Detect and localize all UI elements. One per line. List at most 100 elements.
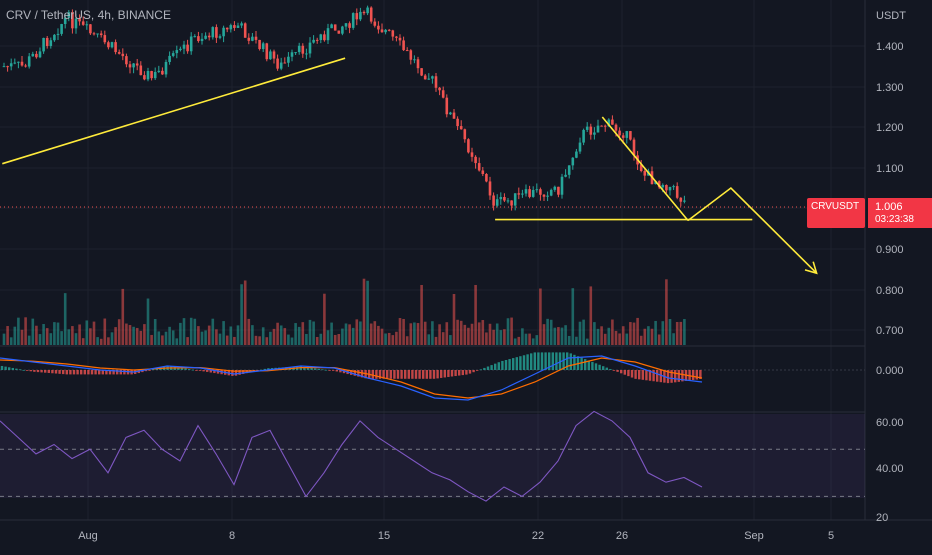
candle-body bbox=[535, 189, 539, 191]
volume-bar bbox=[265, 337, 269, 345]
volume-bar bbox=[103, 318, 107, 345]
volume-bar bbox=[621, 326, 625, 345]
volume-bar bbox=[485, 332, 488, 345]
ascending-trendline bbox=[2, 57, 346, 165]
candle-body bbox=[53, 34, 56, 41]
volume-bar bbox=[413, 322, 416, 345]
volume-bar bbox=[629, 322, 632, 345]
candle-body bbox=[369, 7, 373, 22]
volume-bar bbox=[150, 334, 153, 345]
volume-bar bbox=[92, 321, 96, 345]
macd-histogram-bar bbox=[231, 370, 234, 376]
candle-body bbox=[207, 35, 211, 38]
macd-line bbox=[0, 355, 703, 401]
macd-histogram-bar bbox=[191, 369, 194, 371]
macd-histogram-bar bbox=[184, 368, 187, 370]
macd-histogram-bar bbox=[479, 369, 482, 371]
candle-body bbox=[218, 36, 222, 38]
volume-bar bbox=[377, 325, 380, 345]
volume-bar bbox=[398, 318, 402, 345]
candle-body bbox=[85, 24, 89, 26]
price-tick-label: 0.800 bbox=[876, 285, 904, 297]
candle-body bbox=[614, 124, 618, 131]
macd-histogram-bar bbox=[98, 370, 101, 375]
volume-bar bbox=[373, 321, 377, 345]
macd-histogram-bar bbox=[476, 370, 479, 371]
candle-body bbox=[251, 36, 254, 41]
volume-bar bbox=[488, 323, 492, 345]
macd-histogram-bar bbox=[58, 370, 61, 374]
macd-histogram-bar bbox=[580, 357, 583, 370]
volume-bar bbox=[333, 334, 337, 345]
candle-body bbox=[571, 157, 575, 166]
candle-body bbox=[542, 194, 546, 197]
volume-bar bbox=[164, 331, 168, 345]
volume-bar bbox=[542, 324, 546, 345]
macd-histogram-bar bbox=[382, 370, 385, 379]
volume-bar bbox=[467, 327, 470, 345]
volume-bar bbox=[380, 328, 384, 345]
macd-histogram-bar bbox=[551, 352, 554, 370]
macd-histogram-bar bbox=[641, 370, 644, 380]
volume-bar bbox=[279, 325, 283, 345]
candle-body bbox=[391, 30, 395, 37]
candle-body bbox=[92, 33, 96, 35]
volume-bar bbox=[9, 337, 13, 345]
candle-body bbox=[110, 42, 114, 48]
volume-bar bbox=[301, 322, 305, 345]
volume-bar bbox=[20, 329, 24, 345]
candle-body bbox=[99, 33, 103, 36]
candle-body bbox=[9, 63, 13, 67]
candle-body bbox=[366, 7, 369, 14]
macd-histogram-bar bbox=[22, 369, 25, 371]
volume-bar bbox=[125, 323, 128, 345]
volume-bar bbox=[636, 317, 639, 345]
candle-body bbox=[416, 59, 420, 69]
macd-histogram-bar bbox=[324, 369, 328, 371]
candle-body bbox=[665, 185, 668, 191]
volume-bar bbox=[420, 284, 423, 345]
volume-bar bbox=[395, 331, 398, 345]
candle-body bbox=[578, 142, 582, 152]
candle-body bbox=[200, 38, 204, 42]
chart-title: CRV / TetherUS, 4h, BINANCE bbox=[6, 8, 171, 22]
volume-bar bbox=[445, 322, 449, 345]
candle-body bbox=[143, 75, 146, 80]
price-tick-label: 1.300 bbox=[876, 82, 904, 94]
candle-body bbox=[182, 44, 186, 49]
macd-histogram-bar bbox=[87, 370, 90, 375]
candle-body bbox=[661, 185, 665, 188]
macd-histogram-bar bbox=[213, 370, 216, 374]
macd-histogram-bar bbox=[238, 370, 241, 375]
macd-histogram-bar bbox=[206, 370, 209, 372]
time-axis-label: 26 bbox=[616, 530, 628, 542]
macd-histogram-bar bbox=[699, 370, 702, 380]
candle-body bbox=[233, 25, 236, 28]
candle-body bbox=[81, 21, 85, 25]
volume-bar bbox=[13, 326, 17, 345]
candle-body bbox=[593, 132, 596, 135]
candle-body bbox=[125, 56, 128, 65]
candle-body bbox=[567, 165, 571, 175]
candle-body bbox=[121, 53, 125, 57]
candle-body bbox=[359, 11, 362, 20]
candle-body bbox=[337, 30, 341, 34]
macd-histogram-bar bbox=[321, 369, 324, 371]
time-axis: Aug 8 15 22 26 Sep 5 bbox=[78, 530, 834, 542]
macd-histogram-bar bbox=[537, 352, 540, 370]
candle-body bbox=[477, 163, 481, 171]
macd-histogram-bar bbox=[263, 368, 266, 370]
volume-bar bbox=[121, 288, 125, 345]
volume-bar bbox=[402, 318, 405, 345]
candle-body bbox=[434, 76, 438, 88]
macd-histogram-bar bbox=[375, 370, 378, 379]
volume-bar bbox=[67, 329, 71, 345]
candle-body bbox=[312, 39, 315, 43]
volume-bar bbox=[107, 337, 110, 345]
macd-histogram-bar bbox=[51, 370, 54, 374]
volume-bars bbox=[2, 278, 686, 345]
macd-histogram-bar bbox=[209, 370, 212, 373]
candle-body bbox=[405, 50, 409, 52]
candle-body bbox=[423, 75, 427, 80]
macd-histogram-bar bbox=[328, 370, 331, 371]
